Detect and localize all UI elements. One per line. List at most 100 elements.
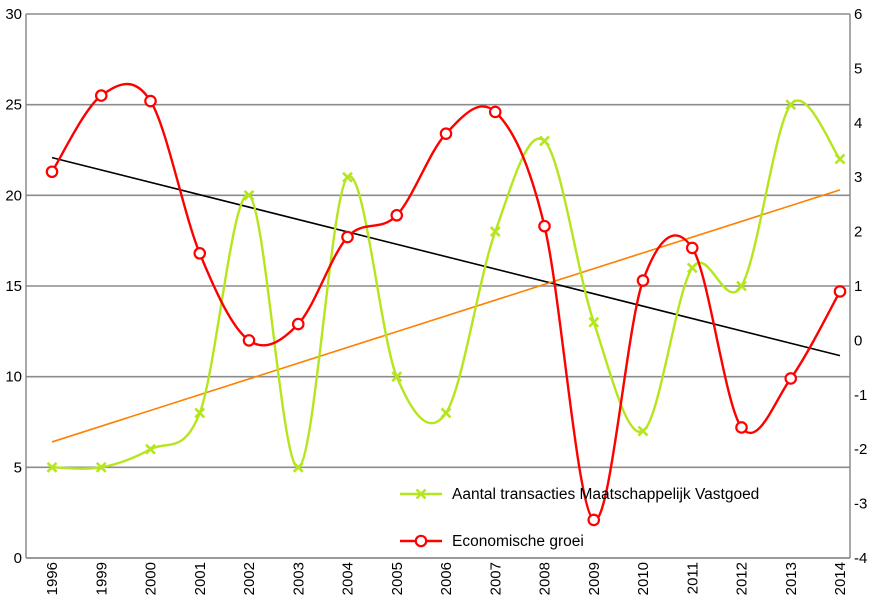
x-tick-label: 2010 bbox=[635, 562, 652, 595]
gridlines bbox=[26, 13, 850, 559]
legend-item-transacties: Aantal transacties Maatschappelijk Vastg… bbox=[400, 486, 759, 503]
data-point bbox=[538, 219, 551, 233]
data-point bbox=[587, 513, 601, 527]
data-point bbox=[95, 461, 107, 473]
marker-stroke bbox=[415, 488, 427, 500]
legend-marker-circle bbox=[414, 534, 428, 548]
x-tick-label: 2009 bbox=[586, 562, 603, 595]
marker-stroke bbox=[194, 407, 206, 419]
left-tick-label: 25 bbox=[5, 97, 22, 114]
x-tick-label: 2013 bbox=[783, 562, 800, 595]
marker-stroke bbox=[736, 280, 747, 292]
marker-stroke bbox=[686, 262, 698, 274]
data-point bbox=[390, 208, 404, 222]
data-point bbox=[341, 230, 354, 244]
right-tick-label: 4 bbox=[854, 115, 862, 132]
right-tick-label: -1 bbox=[854, 387, 867, 404]
x-tick-label: 2012 bbox=[734, 562, 751, 595]
marker-stroke bbox=[834, 153, 846, 165]
marker-stroke bbox=[539, 135, 550, 147]
data-point bbox=[243, 189, 255, 201]
data-point bbox=[46, 461, 58, 473]
data-point bbox=[735, 421, 748, 434]
right-tick-label: 2 bbox=[854, 224, 862, 241]
marker-stroke bbox=[391, 371, 403, 383]
marker-stroke bbox=[588, 316, 600, 328]
series-group bbox=[45, 82, 847, 527]
data-point bbox=[440, 407, 452, 419]
data-point bbox=[784, 372, 798, 385]
data-point bbox=[439, 127, 453, 140]
x-tick-label: 1996 bbox=[44, 562, 61, 595]
right-tick-label: 5 bbox=[854, 60, 862, 77]
left-tick-label: 0 bbox=[14, 550, 22, 567]
right-tick-label: 6 bbox=[854, 6, 862, 23]
marker-stroke bbox=[46, 461, 58, 473]
series-transacties bbox=[46, 99, 846, 473]
right-axis-ticks: -4 -3 -2 -1 0 1 2 3 4 5 6 bbox=[854, 6, 867, 567]
marker-stroke bbox=[145, 443, 156, 455]
right-tick-label: 3 bbox=[854, 169, 862, 186]
data-point bbox=[144, 94, 157, 108]
data-point bbox=[291, 317, 305, 331]
data-point bbox=[736, 280, 747, 292]
data-point bbox=[488, 105, 502, 119]
x-tick-label: 2014 bbox=[832, 562, 849, 595]
data-point bbox=[94, 89, 108, 102]
right-tick-label: 1 bbox=[854, 278, 862, 295]
legend-label-groei: Economische groei bbox=[452, 533, 584, 550]
legend-label-transacties: Aantal transacties Maatschappelijk Vastg… bbox=[452, 486, 759, 503]
data-point bbox=[833, 285, 847, 298]
data-point bbox=[391, 371, 403, 383]
data-point bbox=[685, 241, 699, 255]
trendlines bbox=[51, 156, 841, 443]
data-point bbox=[588, 316, 600, 328]
marker-stroke bbox=[637, 425, 649, 437]
data-point bbox=[45, 165, 59, 179]
data-point bbox=[636, 274, 650, 287]
data-point bbox=[193, 247, 207, 260]
legend-marker-groei bbox=[414, 534, 428, 548]
left-axis-ticks: 0 5 10 15 20 25 30 bbox=[5, 6, 22, 567]
series-line bbox=[50, 82, 842, 522]
legend-marker-transacties bbox=[415, 488, 427, 500]
legend-marker-x bbox=[415, 488, 427, 500]
series-groei bbox=[45, 82, 847, 527]
axes bbox=[25, 14, 851, 559]
right-tick-label: -4 bbox=[854, 550, 867, 567]
data-point bbox=[686, 262, 698, 274]
x-tick-label: 2006 bbox=[438, 562, 455, 595]
x-tick-label: 2003 bbox=[290, 562, 307, 595]
marker-stroke bbox=[440, 407, 452, 419]
x-tick-label: 2001 bbox=[192, 562, 209, 595]
left-tick-label: 10 bbox=[5, 369, 22, 386]
x-tick-label: 2000 bbox=[143, 562, 160, 595]
trendline bbox=[51, 156, 841, 357]
trendline bbox=[51, 189, 841, 443]
x-tick-label: 2002 bbox=[241, 562, 258, 595]
data-point bbox=[539, 135, 550, 147]
marker-stroke bbox=[95, 461, 107, 473]
left-tick-label: 20 bbox=[5, 187, 22, 204]
marker-stroke bbox=[292, 461, 304, 473]
data-point bbox=[342, 171, 353, 183]
data-point bbox=[194, 407, 206, 419]
data-point bbox=[242, 334, 256, 347]
data-point bbox=[292, 461, 304, 473]
x-tick-label: 2011 bbox=[684, 562, 701, 594]
data-point bbox=[489, 226, 501, 238]
left-tick-label: 5 bbox=[14, 459, 22, 476]
data-point bbox=[145, 443, 156, 455]
data-point bbox=[785, 99, 797, 111]
right-tick-label: 0 bbox=[854, 332, 862, 349]
marker-stroke bbox=[243, 189, 255, 201]
x-tick-label: 2008 bbox=[537, 562, 554, 595]
marker-stroke bbox=[342, 171, 353, 183]
left-tick-label: 15 bbox=[5, 278, 22, 295]
marker-stroke bbox=[785, 99, 797, 111]
right-tick-label: -2 bbox=[854, 441, 867, 458]
x-axis-ticks: 1996 1999 2000 2001 2002 2003 2004 2005 2006 2007… bbox=[44, 562, 849, 595]
x-tick-label: 1999 bbox=[93, 562, 110, 595]
legend-item-groei: Economische groei bbox=[400, 533, 584, 550]
